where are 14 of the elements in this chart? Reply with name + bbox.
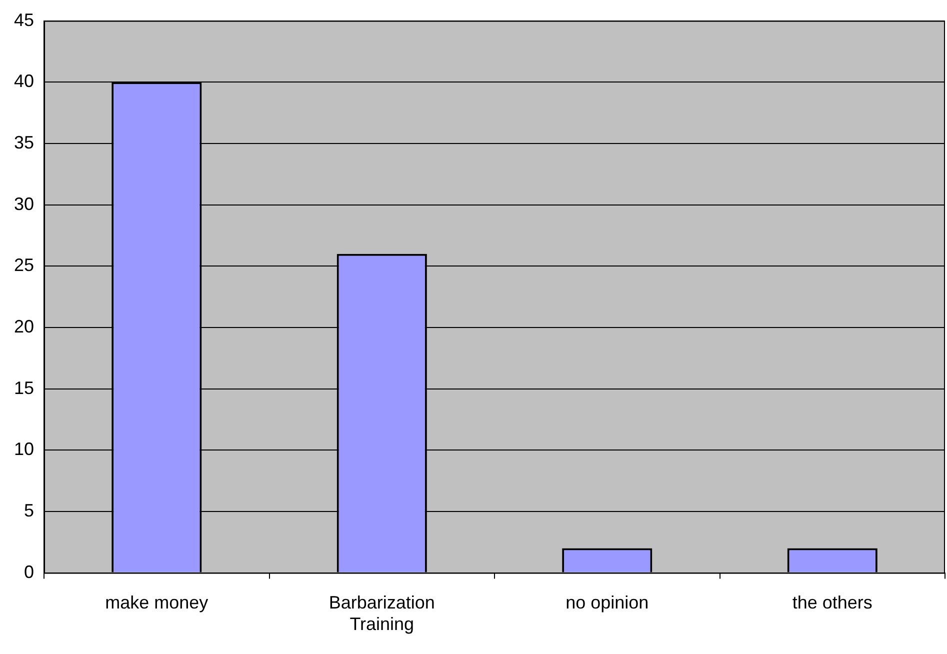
y-tick-label: 30 bbox=[14, 194, 34, 214]
x-tick-label: make money bbox=[105, 592, 208, 613]
x-tick-label: no opinion bbox=[566, 592, 649, 613]
y-tick-label: 10 bbox=[14, 439, 34, 460]
y-tick-label: 40 bbox=[14, 71, 34, 92]
x-tick-label: the others bbox=[792, 592, 872, 613]
y-tick-label: 45 bbox=[14, 10, 34, 30]
y-tick-label: 25 bbox=[14, 255, 34, 276]
x-tick-label: Barbarization Training bbox=[328, 592, 435, 634]
y-tick-label: 20 bbox=[14, 316, 34, 336]
y-tick-label: 0 bbox=[24, 562, 34, 582]
y-tick-label: 35 bbox=[14, 132, 34, 152]
y-tick-label: 5 bbox=[24, 500, 34, 520]
y-tick-label: 15 bbox=[14, 378, 34, 398]
